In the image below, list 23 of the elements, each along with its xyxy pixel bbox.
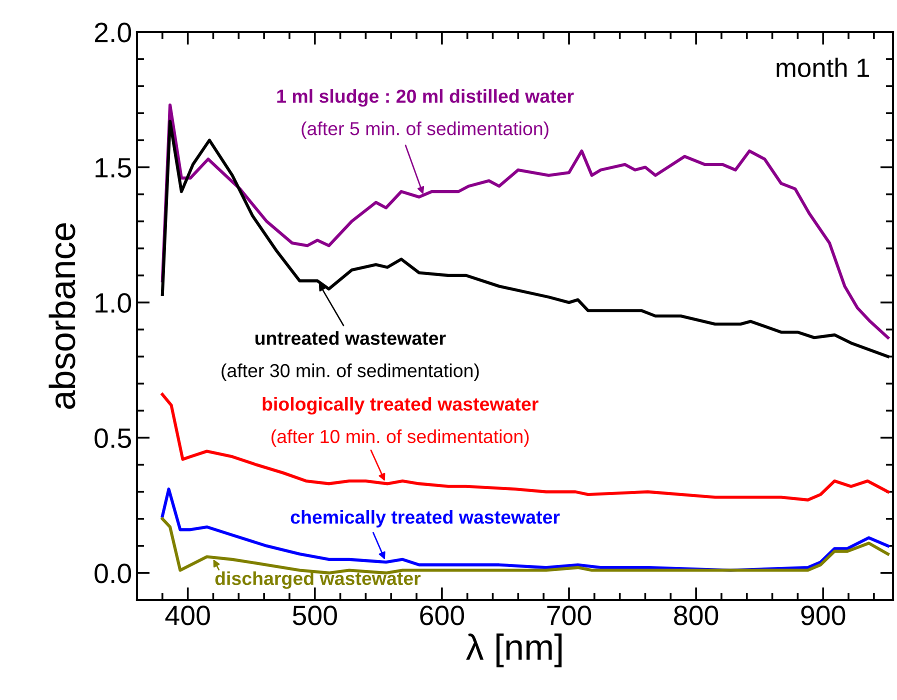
x-tick-label: 400 <box>165 606 210 626</box>
x-axis-title: λ [nm] <box>466 634 562 668</box>
y-tick-label: 1.0 <box>96 293 132 313</box>
x-tick-label: 600 <box>420 606 464 626</box>
annotation: (after 5 min. of sedimentation) <box>302 122 548 139</box>
line-series <box>160 392 890 502</box>
y-tick-label: 0.5 <box>94 428 131 448</box>
x-tick-label: 800 <box>674 606 718 626</box>
y-axis-title: absorbance <box>48 223 76 409</box>
annotation: untreated wastewater <box>255 331 446 345</box>
x-tick-label: 500 <box>292 606 337 626</box>
annotation: biologically treated wastewater <box>262 396 538 415</box>
x-tick-label: 900 <box>801 606 846 626</box>
annotation: 1 ml sludge : 20 ml distilled water <box>277 89 574 107</box>
y-tick-label: 0.0 <box>94 564 132 584</box>
annotation: chemically treated wastewater <box>290 510 560 528</box>
x-tick-label: 700 <box>547 606 592 626</box>
annotation: (after 10 min. of sedimentation) <box>272 429 529 447</box>
y-tick-label: 2.0 <box>94 22 132 42</box>
annotation: (after 30 min. of sedimentation) <box>222 363 479 381</box>
annotation: discharged wastewater <box>215 571 421 589</box>
y-tick-label: 1.5 <box>96 158 131 178</box>
annotation: month 1 <box>776 58 870 78</box>
